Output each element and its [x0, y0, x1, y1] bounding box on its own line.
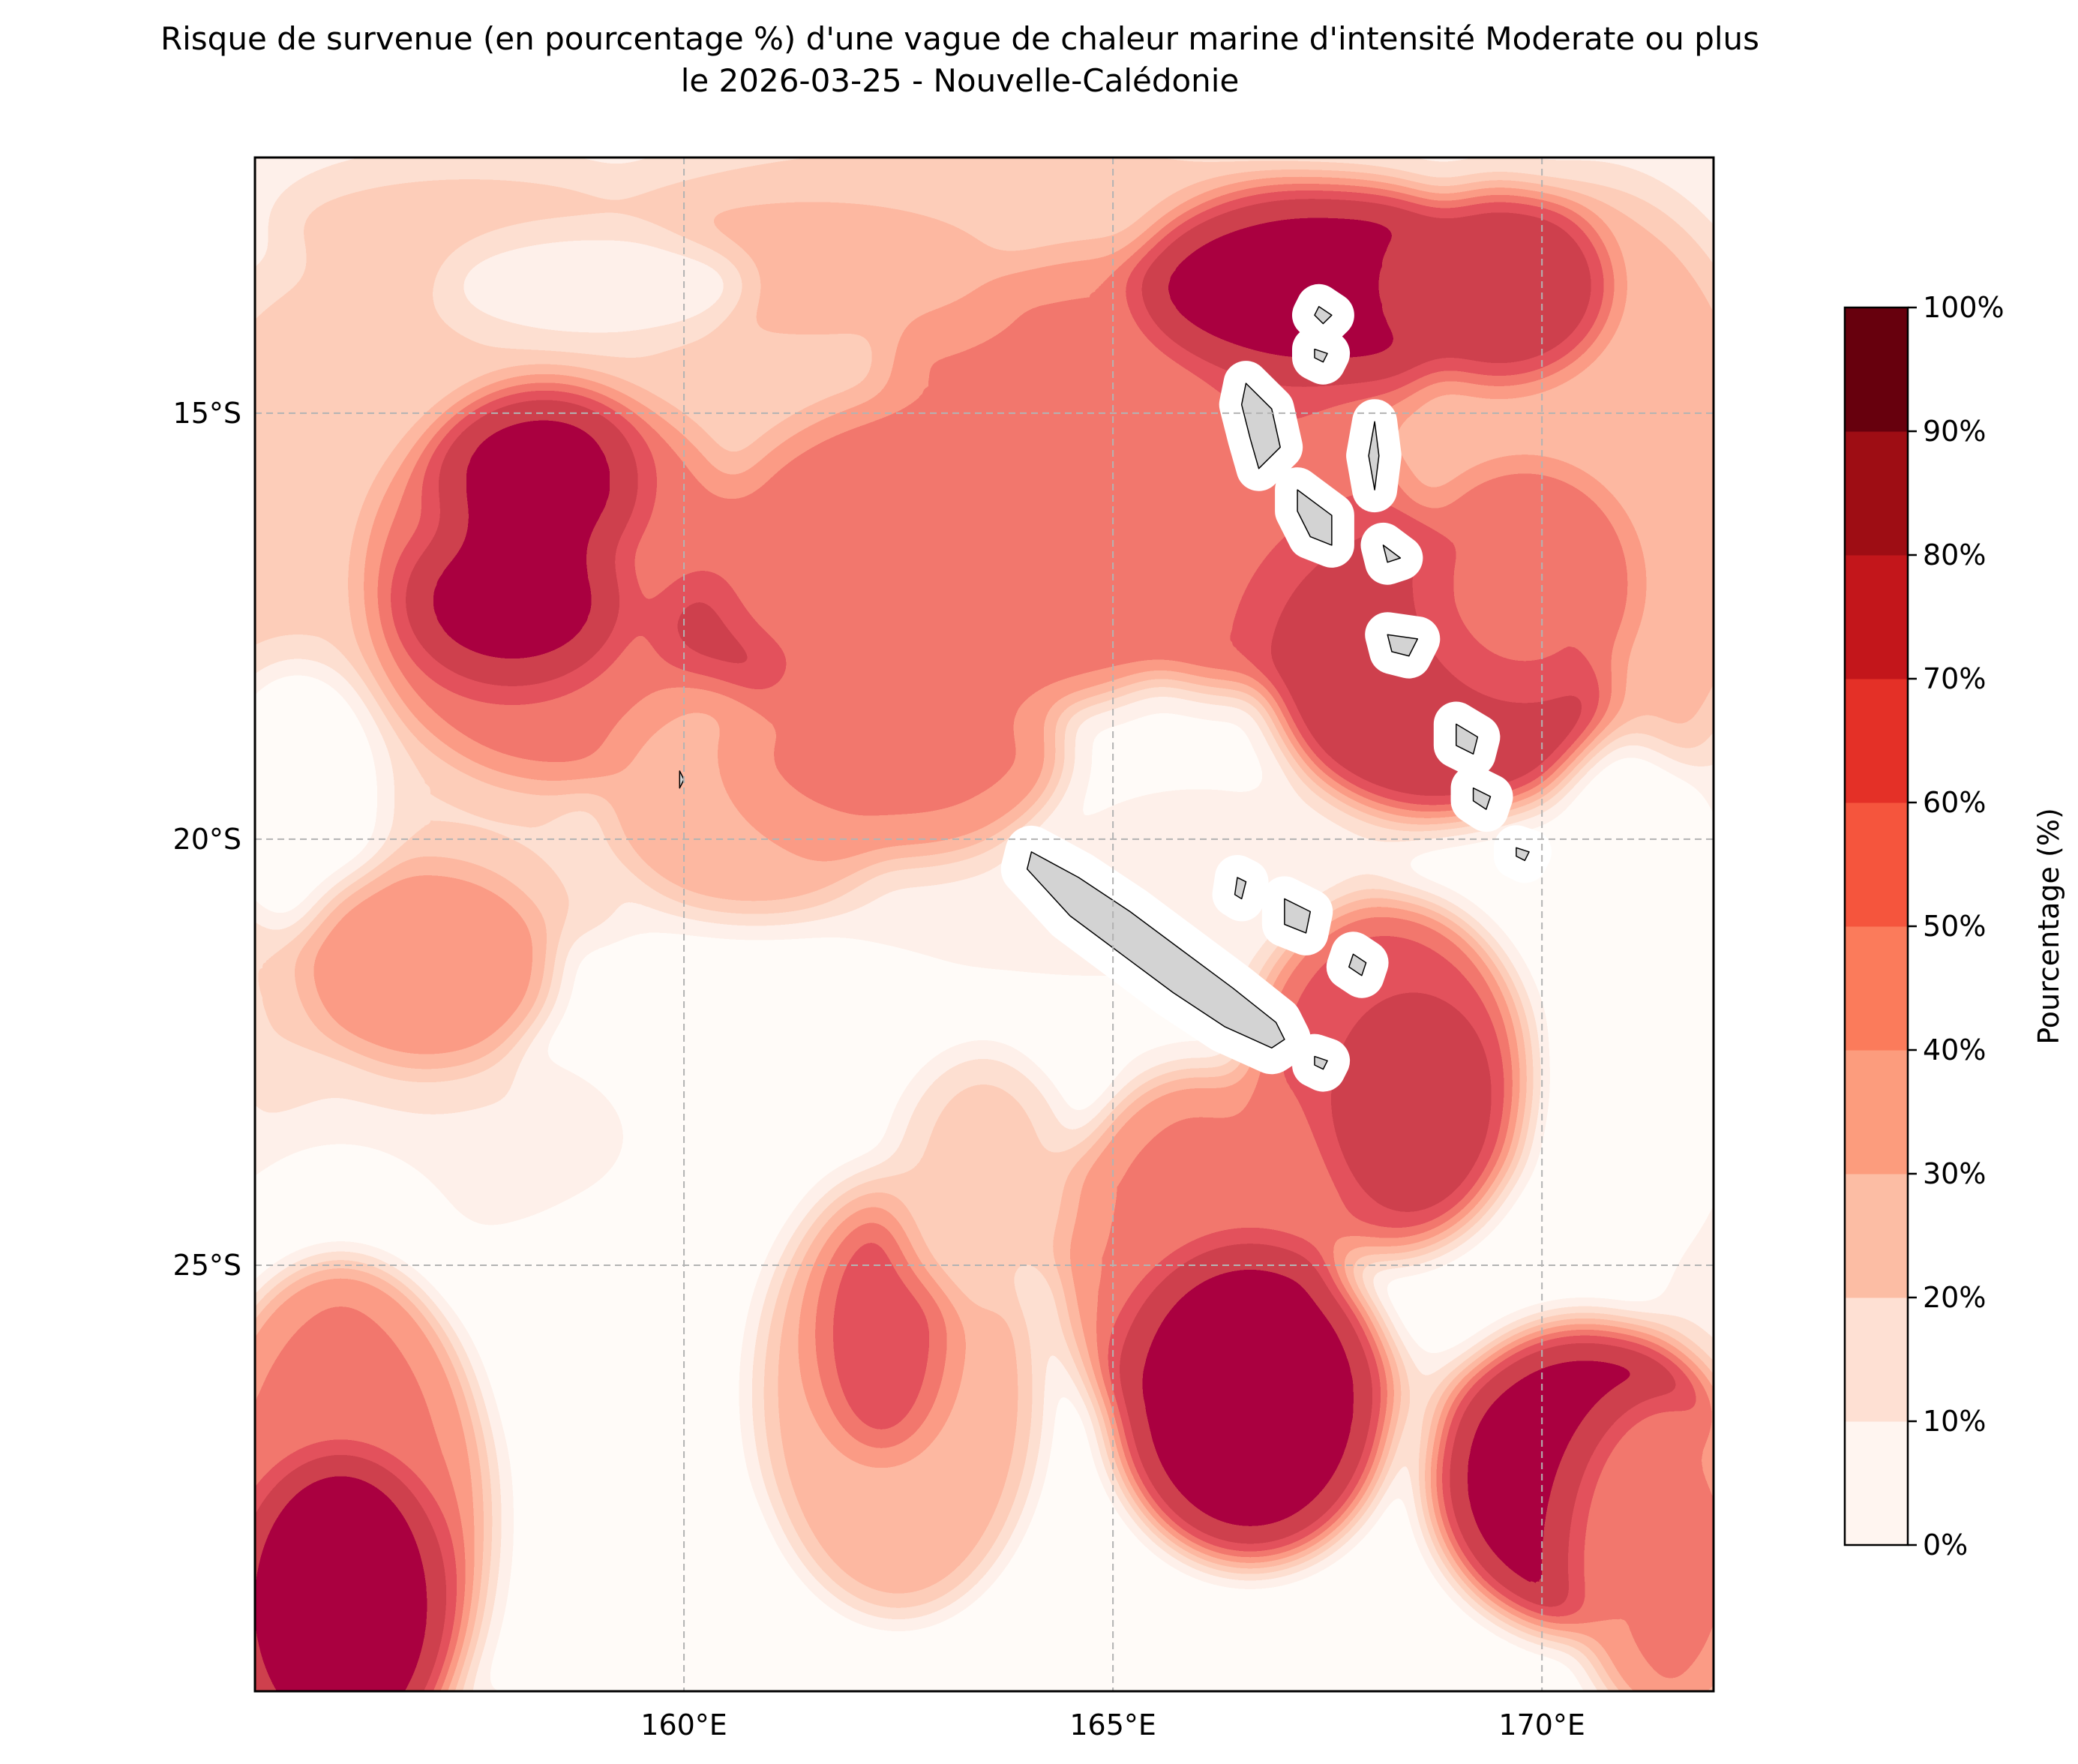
- island: [1234, 877, 1247, 900]
- x-tick-label: 160°E: [640, 1708, 727, 1742]
- colorbar-band: [1845, 1421, 1908, 1546]
- colorbar-tick-label: 80%: [1923, 538, 1986, 572]
- island: [1368, 421, 1380, 490]
- island: [1472, 787, 1492, 810]
- colorbar-band: [1845, 1298, 1908, 1422]
- colorbar-tick-label: 30%: [1923, 1157, 1986, 1190]
- axis-ticks: 160°E 165°E 170°E 15°S 20°S 25°S: [173, 397, 1585, 1742]
- island: [1516, 847, 1530, 862]
- colorbar-band: [1845, 679, 1908, 803]
- y-tick-label: 20°S: [173, 823, 241, 856]
- colorbar-tick-label: 50%: [1923, 910, 1986, 943]
- colorbar-band: [1845, 1174, 1908, 1298]
- colorbar-tick-label: 100%: [1923, 291, 2005, 324]
- island: [1284, 898, 1312, 934]
- island: [1456, 723, 1479, 755]
- island: [1314, 306, 1333, 325]
- colorbar-band: [1845, 431, 1908, 556]
- colorbar-tick-label: 70%: [1923, 662, 1986, 695]
- colorbar-title: Pourcentage (%): [2032, 808, 2065, 1045]
- land-masses: [679, 284, 1552, 1092]
- y-tick-label: 25°S: [173, 1249, 241, 1282]
- map-title: Risque de survenue (en pourcentage %) d'…: [0, 18, 1920, 102]
- risk-field: [255, 158, 1714, 1691]
- colorbar-band: [1845, 802, 1908, 927]
- map-frame: [253, 156, 1715, 1693]
- colorbar-band: [1845, 926, 1908, 1051]
- gridlines: [255, 158, 1714, 1691]
- island: [1314, 348, 1328, 363]
- y-tick-label: 15°S: [173, 397, 241, 430]
- colorbar-band: [1845, 308, 1908, 432]
- island: [1297, 489, 1333, 546]
- map-plot-area: [255, 158, 1714, 1691]
- colorbar-band: [1845, 1050, 1908, 1174]
- island: [1387, 634, 1419, 657]
- x-tick-label: 165°E: [1069, 1708, 1156, 1742]
- colorbar: 0% 10% 20% 30% 40% 50% 60% 70% 80% 90% 100% Pourcen…: [1843, 291, 2065, 1562]
- island: [1314, 1055, 1328, 1070]
- island: [1382, 544, 1402, 563]
- title-line-2: le 2026-03-25 - Nouvelle-Calédonie: [680, 62, 1240, 99]
- title-line-1: Risque de survenue (en pourcentage %) d'…: [160, 20, 1760, 57]
- island: [1026, 851, 1285, 1048]
- x-tick-label: 170°E: [1498, 1708, 1585, 1742]
- colorbar-tick-label: 60%: [1923, 786, 1986, 819]
- colorbar-band: [1845, 555, 1908, 680]
- colorbar-tick-label: 40%: [1923, 1034, 1986, 1066]
- island: [679, 770, 685, 789]
- island: [1348, 953, 1367, 976]
- colorbar-tick-label: 20%: [1923, 1281, 1986, 1314]
- colorbar-tick-label: 90%: [1923, 415, 1986, 448]
- colorbar-tick-label: 0%: [1923, 1528, 1968, 1562]
- colorbar-tick-label: 10%: [1923, 1405, 1986, 1438]
- island: [1240, 382, 1281, 470]
